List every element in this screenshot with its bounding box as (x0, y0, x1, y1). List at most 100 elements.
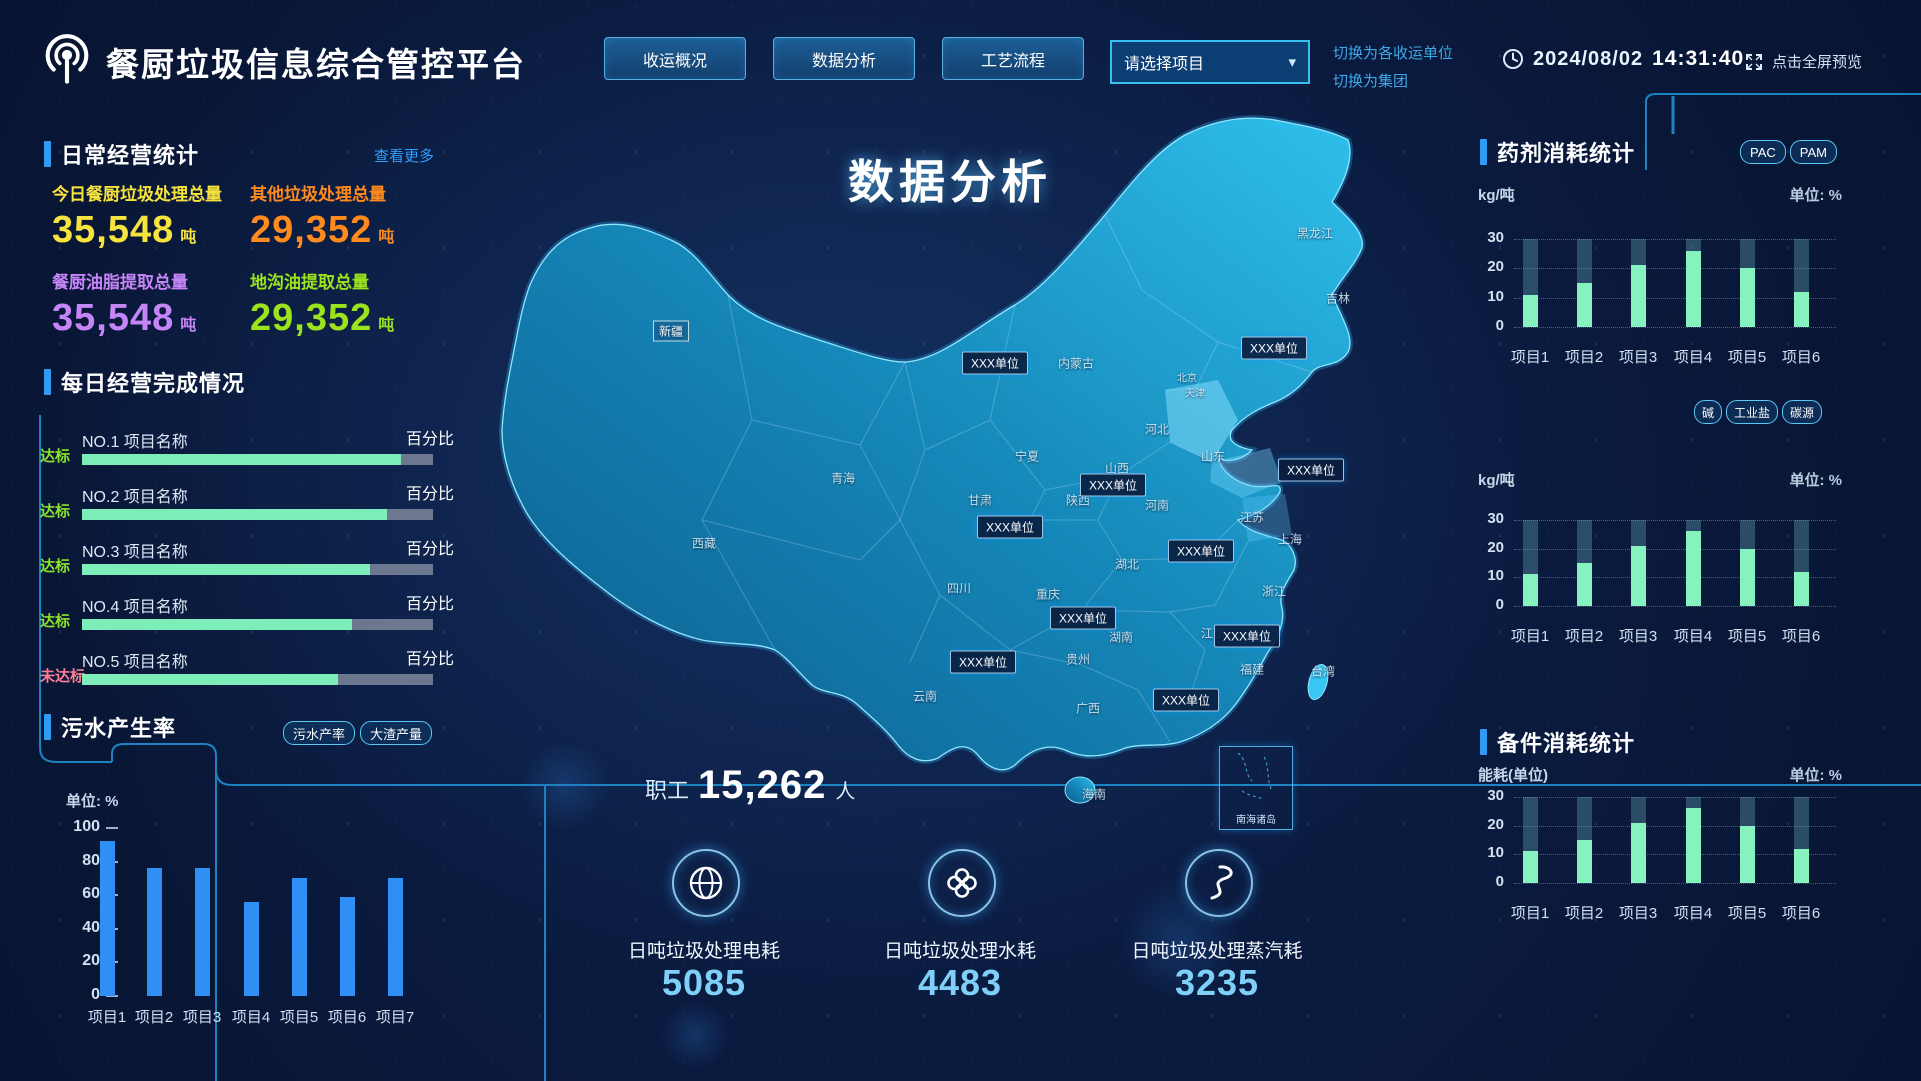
province-label-湖南: 湖南 (1108, 630, 1134, 645)
stat-item: 其他垃圾处理总量 29,352 吨 (250, 180, 450, 252)
y-tick-label: 20 (82, 952, 100, 970)
bar (1522, 851, 1538, 883)
reagent-tabs: PAC PAM (1740, 140, 1837, 164)
stat-label: 其他垃圾处理总量 (250, 185, 386, 204)
y-tick-label: 0 (1495, 596, 1504, 613)
x-category-label: 项目5 (1727, 628, 1767, 645)
completion-status: 达标 (40, 558, 71, 575)
kpi-value-2: 3235 (1174, 962, 1260, 1003)
gridline (1514, 796, 1836, 798)
unit-marker-chip[interactable]: XXX单位 (976, 515, 1044, 539)
x-category-label: 项目4 (1673, 628, 1713, 645)
fullscreen-label: 点击全屏预览 (1772, 54, 1863, 71)
clock-icon (1503, 49, 1523, 69)
province-label-江苏: 江苏 (1239, 510, 1265, 525)
bar (1685, 808, 1701, 883)
bar (243, 902, 259, 996)
province-label-海南: 海南 (1081, 787, 1107, 802)
province-label-四川: 四川 (946, 581, 972, 596)
province-label-吉林: 吉林 (1325, 291, 1351, 306)
view-more-link[interactable]: 查看更多 (374, 148, 435, 165)
reagent-tab2-1[interactable]: 工业盐 (1726, 400, 1779, 424)
y-tick-label: 0 (1495, 873, 1504, 890)
completion-fill (82, 619, 352, 630)
completion-row: 达标 NO.1 项目名称 百分比 (30, 421, 454, 476)
unit-marker-chip[interactable]: XXX单位 (961, 351, 1029, 375)
unit-marker-chip[interactable]: XXX单位 (949, 650, 1017, 674)
project-select[interactable]: 请选择项目 ▾ (1110, 40, 1310, 84)
unit-marker-chip[interactable]: XXX单位 (1049, 606, 1117, 630)
completion-status: 达标 (40, 503, 71, 520)
chevron-down-icon: ▾ (1288, 54, 1296, 71)
unit-marker-chip[interactable]: XXX单位 (1152, 688, 1220, 712)
province-label-台湾: 台湾 (1310, 664, 1336, 679)
x-category-label: 项目4 (1673, 349, 1713, 366)
reagent-tab2-2[interactable]: 碳源 (1782, 400, 1823, 424)
unit-marker-chip[interactable]: XXX单位 (1079, 473, 1147, 497)
completion-percent-label: 百分比 (405, 486, 454, 503)
gridline (1514, 297, 1836, 299)
staff-unit: 人 (835, 781, 856, 803)
gridline (1514, 519, 1836, 521)
y-tick-label: 30 (1487, 786, 1504, 804)
bar (1576, 563, 1592, 606)
stat-unit: 吨 (378, 317, 396, 334)
province-label-内蒙古: 内蒙古 (1057, 356, 1095, 371)
reagent-tabs-2: 碱工业盐 碳源 (1694, 400, 1823, 424)
x-category-label: 项目2 (1564, 905, 1604, 922)
province-label-新疆: 新疆 (652, 320, 690, 342)
completion-track (82, 509, 433, 520)
nav-button-0[interactable]: 收运概况 (604, 37, 746, 80)
completion-track (82, 564, 433, 575)
stat-value: 29,352 (250, 209, 373, 251)
map-mainland (501, 117, 1363, 771)
page-title: 餐厨垃圾信息综合管控平台 (106, 46, 526, 83)
sewage-tab-0[interactable]: 污水产率 (283, 721, 356, 745)
stat-label: 地沟油提取总量 (250, 273, 369, 292)
unit-marker-chip[interactable]: XXX单位 (1167, 539, 1235, 563)
bar (1685, 531, 1701, 606)
stat-value: 35,548 (52, 297, 175, 339)
section-title: 每日经营完成情况 (61, 371, 246, 396)
completion-percent-label: 百分比 (405, 431, 454, 448)
staff-kpi: 职工 15,262 人 (645, 763, 855, 808)
stat-value: 29,352 (250, 297, 373, 339)
x-category-label: 项目4 (1673, 905, 1713, 922)
reagent-tab-0[interactable]: PAC (1740, 140, 1786, 164)
y-tick-label: 10 (1487, 567, 1504, 585)
nav-button-1[interactable]: 数据分析 (773, 37, 915, 80)
steam-icon (1210, 865, 1233, 900)
fullscreen-toggle[interactable]: 点击全屏预览 (1744, 51, 1862, 72)
switch-link-0[interactable]: 切换为各收运单位 (1333, 45, 1454, 62)
date-text: 2024/08/02 (1533, 47, 1644, 70)
province-label-福建: 福建 (1239, 662, 1265, 677)
region-highlight-jiangsu (1242, 494, 1292, 542)
section-title: 日常经营统计 (61, 143, 200, 168)
unit-marker-chip[interactable]: XXX单位 (1213, 624, 1281, 648)
sewage-tab-1[interactable]: 大渣产量 (360, 721, 433, 745)
province-label-宁夏: 宁夏 (1014, 449, 1040, 464)
project-select-value: 请选择项目 (1124, 56, 1205, 73)
completion-row: 达标 NO.4 项目名称 百分比 (30, 586, 454, 641)
y-tick-label: 20 (1487, 258, 1504, 276)
unit-marker-chip[interactable]: XXX单位 (1240, 336, 1308, 360)
completion-fill (82, 564, 370, 575)
staff-value: 15,262 (698, 763, 827, 807)
china-map-svg (498, 115, 1366, 804)
bar (1739, 549, 1755, 606)
nav-button-2[interactable]: 工艺流程 (942, 37, 1084, 80)
bar (1793, 572, 1809, 606)
province-label-河南: 河南 (1144, 498, 1170, 513)
province-label-天津: 天津 (1185, 388, 1205, 400)
province-label-甘肃: 甘肃 (967, 493, 993, 508)
reagent-bar-chart-2: kg/吨 单位: % 0 10 20 30 项目1 项目2 项目3 项目4 项目5 项目6 (1476, 465, 1842, 670)
completion-name: NO.5 项目名称 (82, 654, 188, 671)
y-tick-label: 20 (1487, 815, 1504, 833)
unit-marker-chip[interactable]: XXX单位 (1277, 458, 1345, 482)
reagent-tab2-0[interactable]: 碱 (1694, 400, 1723, 424)
reagent-tab-1[interactable]: PAM (1789, 140, 1837, 164)
bar (1793, 292, 1809, 327)
switch-link-1[interactable]: 切换为集团 (1333, 73, 1409, 90)
y-tick-label: 10 (1487, 844, 1504, 862)
bokeh-glow (660, 1000, 730, 1070)
